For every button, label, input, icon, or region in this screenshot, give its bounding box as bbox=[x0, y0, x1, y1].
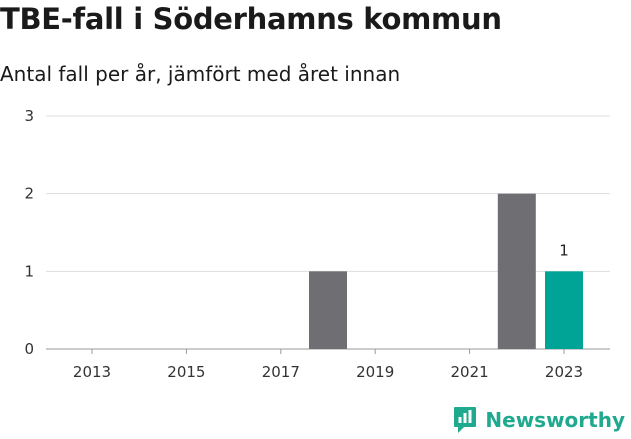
y-tick-label: 0 bbox=[24, 340, 34, 358]
data-labels: 1 bbox=[559, 241, 569, 259]
newsworthy-brand-name: Newsworthy bbox=[485, 408, 625, 432]
newsworthy-brand[interactable]: Newsworthy bbox=[453, 406, 625, 434]
y-tick-label: 1 bbox=[24, 262, 34, 280]
bar-chart: 0 1 2 3 2013 2015 2017 2019 2021 2023 1 bbox=[24, 107, 610, 381]
x-tick-label: 2017 bbox=[262, 363, 300, 381]
bar-2023 bbox=[545, 271, 583, 349]
y-tick-label: 2 bbox=[24, 185, 34, 203]
chart-subtitle: Antal fall per år, jämfört med året inna… bbox=[0, 62, 401, 86]
y-tick-label: 3 bbox=[24, 107, 34, 125]
x-tick-label: 2015 bbox=[167, 363, 205, 381]
x-tick-label: 2013 bbox=[73, 363, 111, 381]
x-tick-label: 2021 bbox=[451, 363, 489, 381]
bar-2022 bbox=[497, 193, 536, 349]
y-axis-ticks: 0 1 2 3 bbox=[24, 107, 34, 358]
x-axis-ticks: 2013 2015 2017 2019 2021 2023 bbox=[73, 349, 583, 381]
x-tick-label: 2023 bbox=[545, 363, 583, 381]
x-tick-label: 2019 bbox=[356, 363, 394, 381]
bars bbox=[309, 193, 583, 349]
newsworthy-logo-icon bbox=[454, 407, 477, 433]
chart-title: TBE-fall i Söderhamns kommun bbox=[0, 2, 502, 36]
bar-2018 bbox=[309, 271, 347, 349]
data-label-2023: 1 bbox=[559, 241, 569, 259]
